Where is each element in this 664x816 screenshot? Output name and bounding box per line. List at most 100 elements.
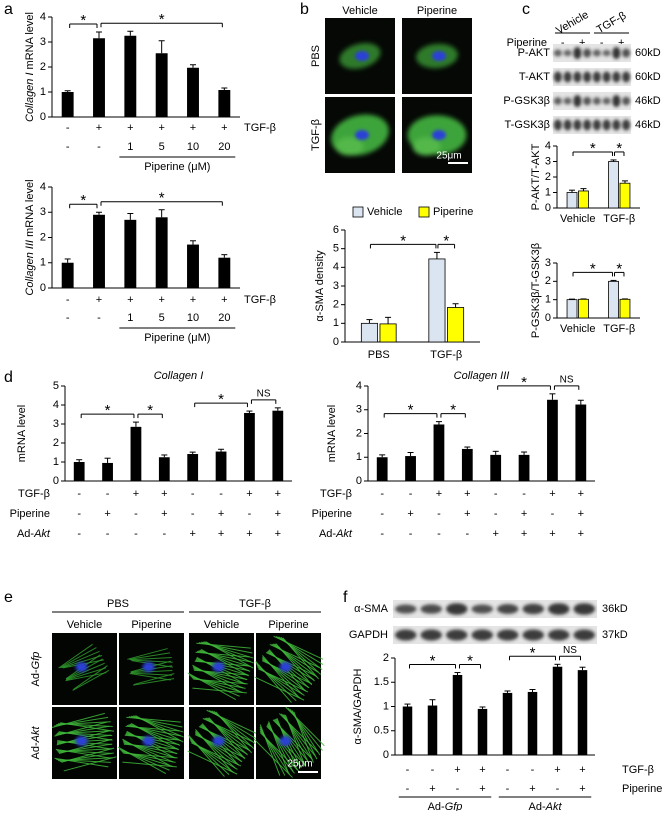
blot-band	[395, 604, 416, 613]
error-bar	[190, 241, 196, 245]
error-bar	[385, 317, 391, 324]
y-tick-label: 4	[53, 399, 59, 411]
legend-swatch	[419, 207, 429, 217]
blot-band	[593, 97, 601, 105]
condition-mark: 5	[159, 312, 165, 324]
significance-label: *	[80, 192, 86, 209]
condition-mark: +	[578, 528, 584, 540]
bar	[124, 36, 136, 117]
bar	[609, 281, 619, 318]
y-axis-label: P-AKT/T-AKT	[530, 143, 542, 210]
y-tick-label: 0	[545, 312, 551, 324]
group-header: PBS	[107, 598, 129, 610]
condition-mark: +	[479, 764, 485, 776]
condition-mark: +	[127, 294, 133, 306]
band-size: 46kD	[635, 95, 661, 107]
x-tick-label: PBS	[368, 349, 390, 361]
condition-mark: +	[578, 488, 584, 500]
condition-mark: -	[409, 488, 413, 500]
condition-mark: -	[551, 508, 555, 520]
y-axis-label: Collagen IIImRNA level	[24, 179, 36, 295]
nucleus	[143, 662, 155, 672]
blot-band	[612, 47, 620, 59]
condition-mark: +	[221, 122, 227, 134]
condition-mark: +	[436, 488, 442, 500]
bar	[124, 220, 136, 288]
y-tick-label: 2	[545, 275, 551, 287]
blot-band	[612, 71, 620, 82]
condition-label: TGF-β	[18, 488, 50, 500]
condition-mark: 20	[218, 312, 230, 324]
y-tick-label: 3	[545, 257, 551, 269]
y-axis-label: α-SMA/GAPDH	[352, 668, 364, 744]
error-bar	[453, 304, 459, 308]
nucleus	[280, 662, 292, 672]
bar	[216, 452, 227, 481]
condition-mark: -	[406, 764, 410, 776]
condition-label: Ad-Akt	[319, 528, 353, 540]
error-bar	[408, 453, 414, 457]
y-tick-label: 4	[40, 11, 46, 23]
error-bar	[246, 411, 252, 413]
error-bar	[275, 408, 281, 411]
condition-mark: +	[158, 122, 164, 134]
significance-label: *	[616, 260, 622, 277]
blot-band	[472, 604, 493, 613]
nucleus	[213, 662, 225, 672]
error-bar	[405, 704, 411, 706]
error-bar	[96, 212, 102, 215]
nucleus	[355, 130, 369, 140]
row-label: Ad-Akt	[30, 726, 42, 760]
condition-mark: +	[529, 783, 535, 795]
condition-mark: +	[190, 122, 196, 134]
significance-label: *	[450, 402, 456, 419]
condition-mark: +	[578, 508, 584, 520]
bar	[578, 670, 588, 755]
y-axis-label: α-SMA density	[314, 250, 326, 322]
y-axis-label-part: mRNA level	[16, 405, 28, 462]
y-axis-label-part: α-SMA/GAPDH	[352, 668, 364, 744]
condition-mark: -	[66, 294, 70, 306]
condition-mark: +	[429, 783, 435, 795]
blot-band	[603, 50, 611, 57]
blot-band	[573, 47, 581, 59]
bar	[405, 456, 416, 481]
band-size: 36kD	[602, 603, 628, 615]
bar	[434, 424, 445, 481]
condition-mark: +	[189, 528, 195, 540]
significance-label: NS	[560, 374, 574, 385]
blot-band	[603, 97, 611, 104]
condition-mark: -	[248, 508, 252, 520]
y-tick-label: 6	[333, 224, 339, 236]
error-bar	[436, 422, 442, 425]
error-bar	[159, 210, 165, 218]
condition-mark: +	[190, 294, 196, 306]
condition-mark: +	[246, 488, 252, 500]
band-size: 60kD	[635, 71, 661, 83]
bar	[567, 300, 577, 318]
nucleus	[76, 736, 88, 746]
y-tick-label: 5	[53, 380, 59, 392]
row-label-part: Gfp	[30, 652, 42, 670]
group-header: TGF-β	[595, 10, 629, 36]
y-tick-label: 3	[545, 155, 551, 167]
condition-mark: -	[437, 508, 441, 520]
condition-mark: +	[579, 764, 585, 776]
y-axis-label-part: mRNA level	[24, 179, 36, 236]
blot-band	[446, 629, 467, 640]
y-tick-label: 3	[356, 404, 362, 416]
blot-band	[593, 71, 601, 82]
error-bar	[493, 451, 499, 455]
condition-mark: -	[465, 528, 469, 540]
blot-band	[622, 119, 630, 130]
blot-band	[622, 97, 630, 106]
y-axis-label-part: mRNA level	[24, 12, 36, 69]
y-axis-label-part: P-AKT/T-AKT	[530, 143, 542, 210]
condition-label-part: Piperine	[10, 508, 50, 520]
condition-mark: +	[464, 488, 470, 500]
error-bar	[221, 255, 227, 258]
blot-band	[583, 48, 591, 57]
nucleus	[432, 51, 446, 61]
y-axis-label: mRNA level	[16, 405, 28, 462]
